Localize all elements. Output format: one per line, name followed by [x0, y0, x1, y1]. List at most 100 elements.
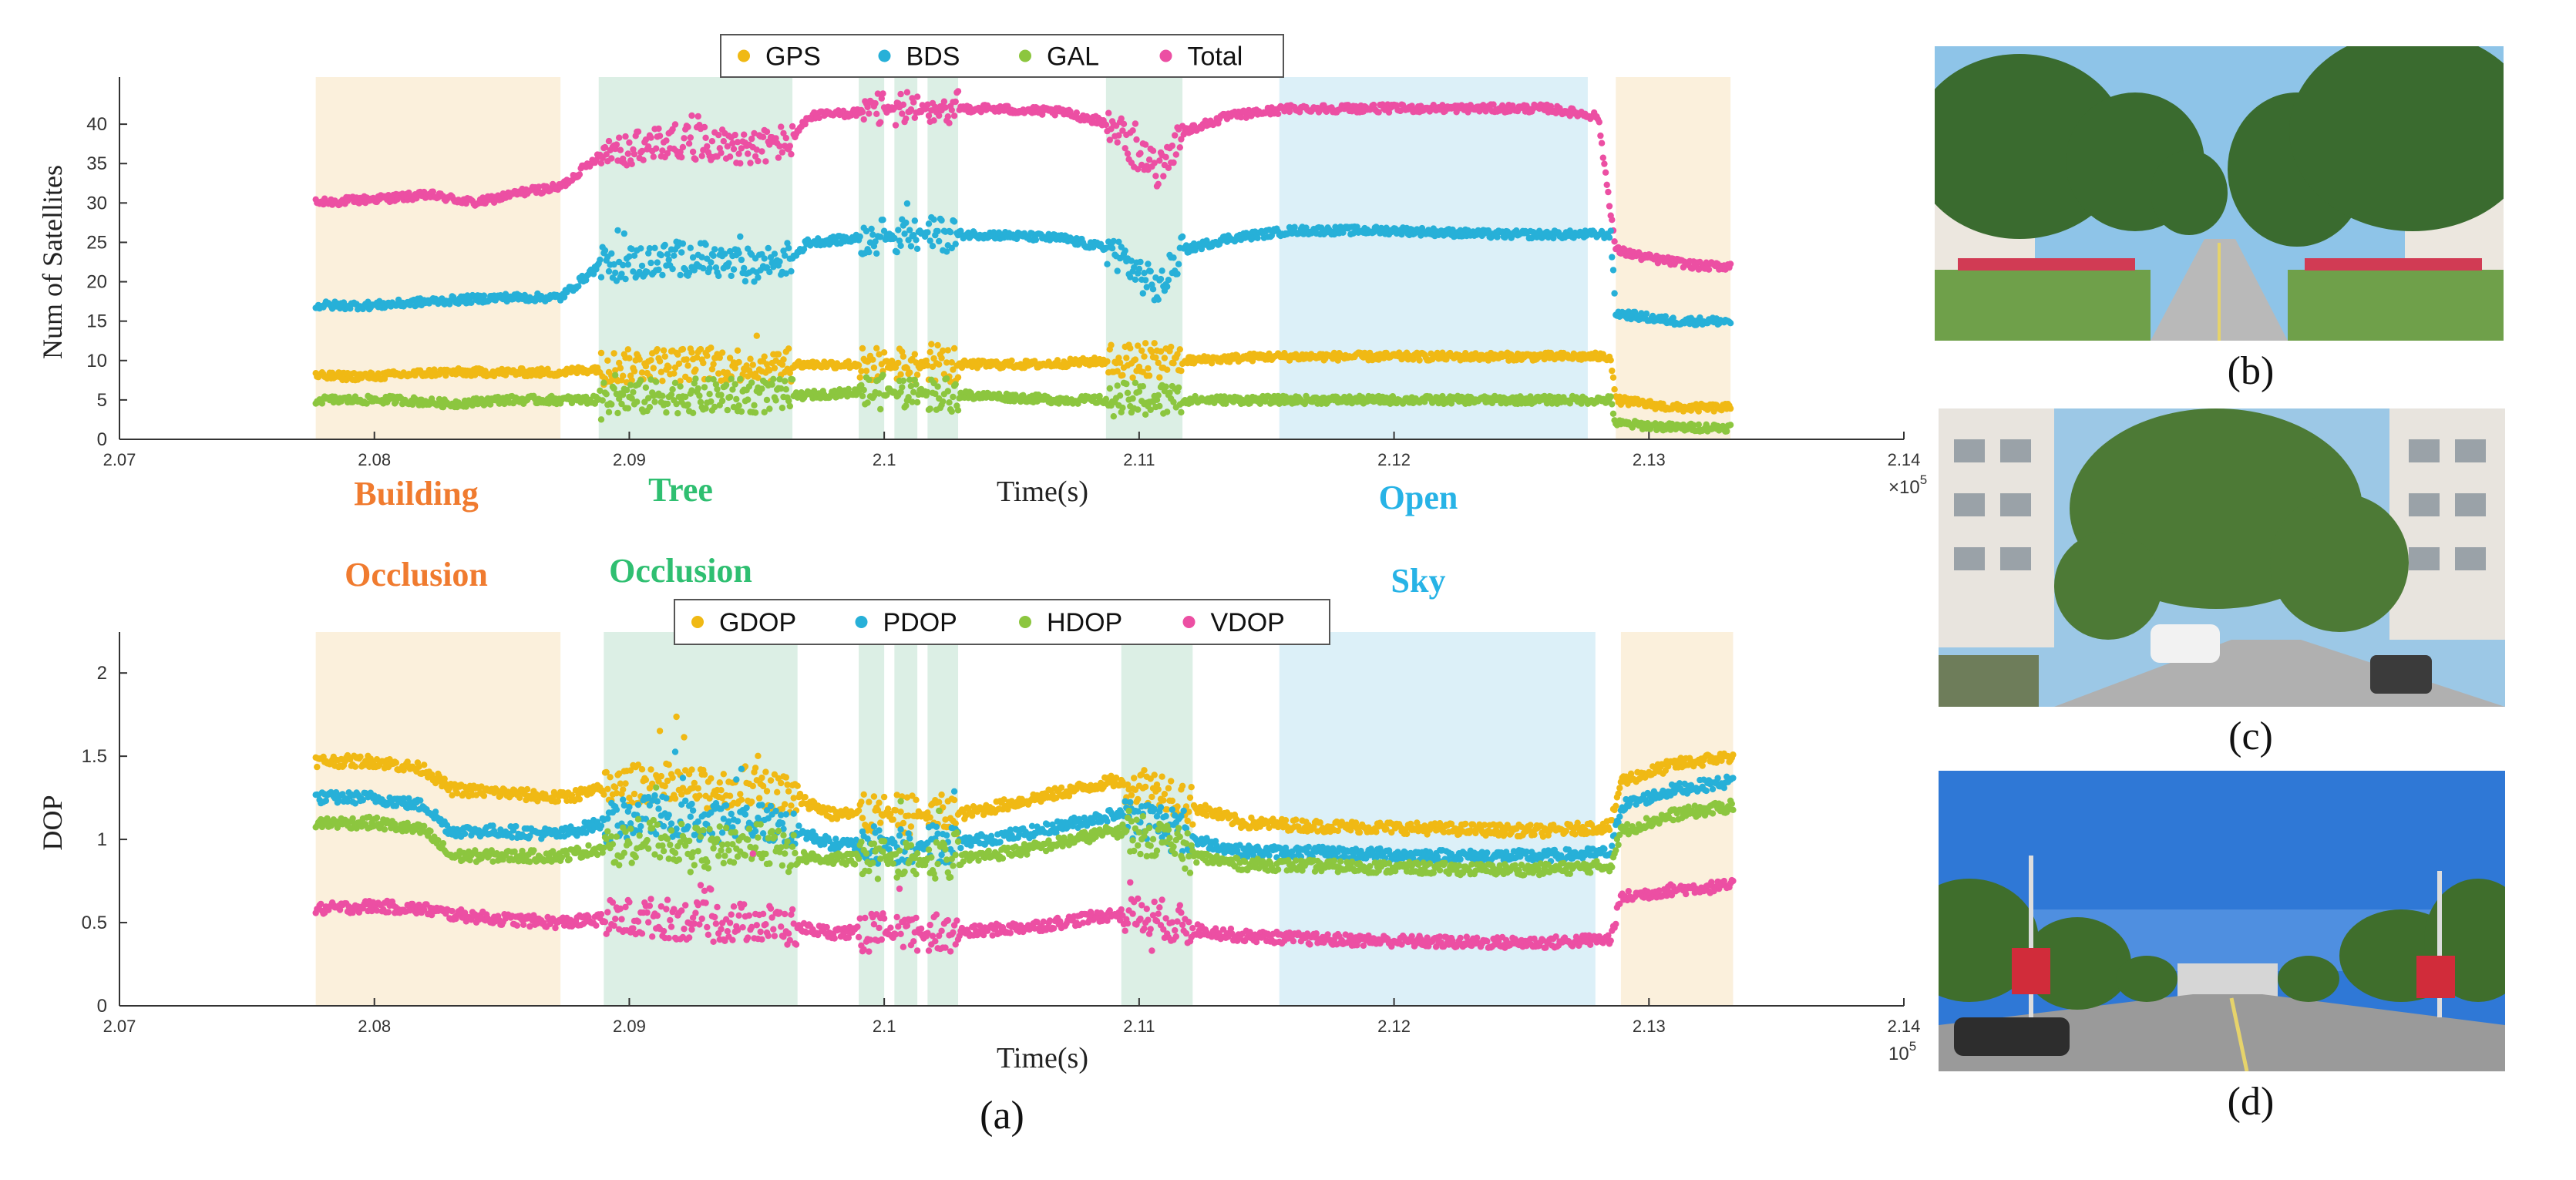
data-point — [928, 341, 934, 347]
data-point — [663, 137, 669, 143]
data-point — [1172, 132, 1178, 138]
data-point — [678, 154, 684, 160]
data-point — [622, 276, 628, 282]
data-point — [953, 240, 959, 247]
data-point — [762, 255, 768, 261]
data-point — [639, 766, 645, 772]
data-point — [653, 378, 659, 385]
data-point — [598, 416, 604, 422]
data-point — [617, 365, 624, 371]
data-point — [778, 780, 784, 786]
data-point — [912, 217, 918, 224]
data-point — [750, 783, 756, 789]
data-point — [666, 364, 672, 370]
data-point — [671, 253, 677, 259]
data-point — [666, 761, 672, 768]
region-open-6 — [1280, 77, 1588, 439]
data-point — [674, 410, 681, 416]
data-point — [708, 775, 714, 782]
data-point — [1156, 403, 1162, 409]
data-point — [696, 792, 702, 798]
data-point — [745, 396, 751, 402]
data-point — [1177, 346, 1183, 352]
data-point — [893, 122, 899, 128]
data-point — [861, 792, 867, 798]
data-point — [630, 389, 636, 395]
data-point — [1133, 136, 1139, 143]
data-point — [629, 161, 635, 167]
data-point — [715, 273, 721, 279]
data-point — [728, 273, 735, 279]
data-point — [741, 265, 747, 271]
data-point — [1177, 144, 1183, 150]
data-point — [906, 369, 913, 375]
data-point — [772, 250, 778, 257]
data-point — [873, 250, 879, 257]
data-point — [864, 399, 870, 405]
y-tick-label: 0 — [97, 996, 107, 1017]
data-point — [945, 113, 951, 119]
data-point — [859, 815, 866, 821]
data-point — [946, 120, 952, 126]
data-point — [877, 119, 883, 125]
data-point — [868, 226, 874, 232]
data-point — [606, 409, 612, 415]
data-point — [692, 366, 698, 372]
data-point — [735, 359, 742, 365]
data-point — [1164, 284, 1170, 290]
data-point — [914, 246, 920, 252]
data-point — [765, 245, 772, 251]
data-point — [680, 144, 686, 150]
data-point — [895, 360, 901, 366]
x-tick-label: 2.13 — [1633, 1017, 1666, 1036]
data-point — [735, 250, 742, 256]
data-point — [1175, 385, 1182, 391]
data-point — [900, 378, 906, 384]
data-point — [1601, 160, 1607, 166]
data-point — [659, 393, 665, 399]
data-point — [1137, 259, 1143, 265]
data-point — [702, 135, 708, 141]
data-point — [723, 382, 729, 388]
data-point — [699, 153, 705, 159]
data-point — [702, 241, 708, 247]
data-point — [1145, 365, 1151, 371]
data-point — [913, 382, 919, 388]
data-point — [742, 278, 748, 284]
data-point — [1008, 358, 1014, 364]
legend-label-gal: GAL — [1047, 42, 1099, 72]
data-point — [631, 791, 637, 797]
data-point — [637, 356, 643, 362]
data-point — [1123, 355, 1129, 361]
data-point — [926, 220, 932, 227]
data-point — [1178, 368, 1184, 374]
data-point — [651, 153, 657, 160]
data-point — [604, 786, 610, 792]
data-point — [662, 353, 668, 359]
data-point — [621, 230, 627, 237]
data-point — [1597, 133, 1603, 139]
data-point — [1611, 290, 1617, 296]
data-point — [866, 377, 872, 383]
data-point — [779, 405, 785, 411]
data-point — [714, 386, 720, 392]
data-point — [873, 345, 879, 351]
data-point — [876, 799, 882, 805]
y-tick-label: 0.5 — [82, 913, 107, 933]
data-point — [894, 249, 900, 255]
data-point — [1107, 385, 1113, 392]
legend-marker-bds — [879, 50, 891, 62]
data-point — [924, 229, 930, 235]
data-point — [661, 348, 667, 354]
data-point — [897, 91, 903, 97]
data-point — [1727, 405, 1734, 412]
data-point — [764, 788, 770, 794]
x-tick-label: 2.09 — [613, 450, 646, 469]
data-point — [718, 787, 724, 793]
data-point — [616, 135, 622, 141]
data-point — [653, 146, 659, 152]
data-point — [617, 147, 624, 153]
data-point — [655, 126, 661, 132]
data-point — [913, 237, 919, 243]
data-point — [859, 393, 866, 399]
